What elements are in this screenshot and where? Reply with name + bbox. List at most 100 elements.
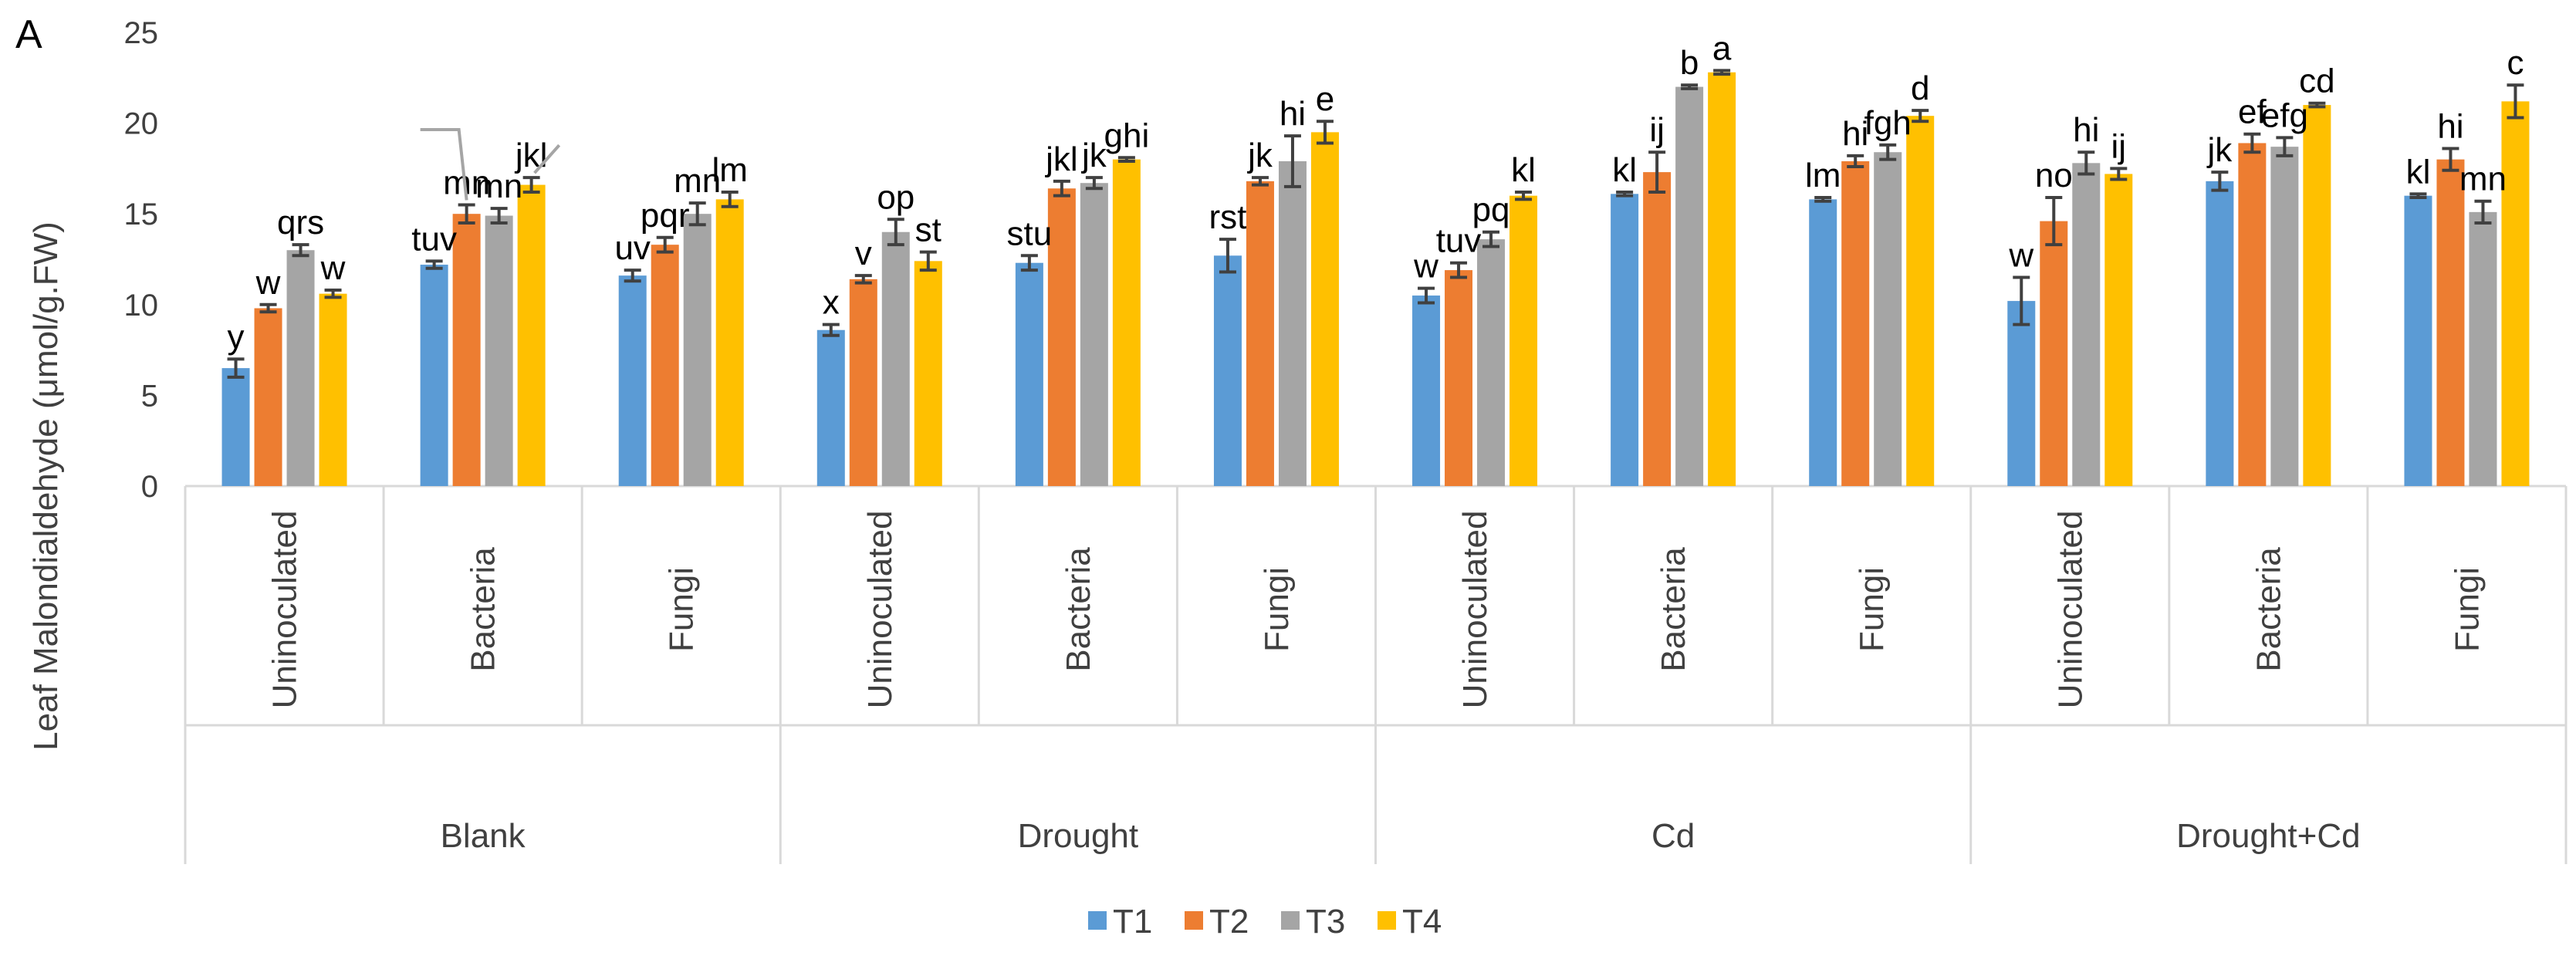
significance-letter: pqr (641, 197, 690, 235)
bar-t1 (2404, 195, 2432, 486)
subgroup-label: Uninoculated (861, 511, 899, 709)
significance-letter: d (1911, 69, 1929, 107)
bar-t2 (849, 279, 877, 486)
significance-letter: kl (1612, 151, 1637, 189)
bar-t4 (1112, 159, 1141, 486)
legend-swatch-t1 (1088, 911, 1107, 930)
significance-letter: e (1316, 80, 1334, 118)
bar-t1 (420, 265, 448, 486)
significance-letter: lm (712, 151, 747, 189)
significance-letter: kl (2406, 153, 2431, 191)
y-tick-label: 10 (124, 289, 159, 323)
group-label: Drought (1018, 817, 1139, 855)
bar-t4 (517, 184, 546, 486)
y-tick-label: 0 (141, 470, 158, 504)
significance-letter: ij (1649, 111, 1665, 149)
subgroup-label: Bacteria (1060, 547, 1097, 672)
significance-letter: stu (1007, 214, 1053, 252)
leader-line (533, 144, 561, 174)
group-label: Blank (441, 817, 526, 855)
bar-t4 (715, 199, 744, 486)
y-axis-ticks: 0 5 10 15 20 25 (124, 16, 159, 504)
bar-t4 (1509, 195, 1538, 486)
group-label: Cd (1651, 817, 1695, 855)
legend-swatch-t4 (1378, 911, 1396, 930)
bar-t3 (2072, 163, 2101, 486)
bar-t2 (2238, 143, 2267, 487)
bar-t4 (1708, 72, 1736, 486)
bar-t1 (2007, 301, 2036, 486)
significance-letter: mn (674, 162, 721, 200)
significance-letter: x (823, 284, 840, 322)
significance-letter: cd (2299, 62, 2334, 100)
significance-letter: efg (2261, 96, 2308, 134)
significance-letter: hi (1280, 95, 1306, 133)
bar-t4 (1906, 116, 1935, 486)
bar-t3 (2469, 211, 2497, 486)
bar-t3 (1080, 183, 1108, 486)
significance-letter: w (255, 264, 281, 302)
legend-label: T3 (1306, 903, 1345, 941)
significance-letter: rst (1209, 198, 1247, 236)
subgroup-label: Fungi (1258, 567, 1296, 652)
significance-letter: pq (1472, 191, 1510, 229)
significance-letter: hi (2437, 108, 2463, 146)
legend-label: T1 (1113, 903, 1152, 941)
significance-letter: mn (475, 167, 522, 205)
significance-letter: mn (2459, 160, 2507, 198)
y-tick-label: 15 (124, 198, 159, 231)
panel-label: A (15, 12, 42, 57)
significance-letter: jk (1246, 137, 1273, 174)
bar-t4 (1310, 132, 1339, 487)
significance-letter: qrs (277, 204, 324, 241)
bar-t4 (319, 293, 347, 486)
subgroup-label: Uninoculated (2051, 511, 2089, 709)
bar-t1 (1809, 199, 1837, 486)
bar-t2 (651, 245, 679, 486)
y-axis-title: Leaf Malondialdehyde (μmol/g.FW) (27, 221, 65, 751)
bar-t1 (1213, 255, 1242, 486)
significance-letter: jkl (514, 137, 548, 174)
significance-letter: tuv (1436, 222, 1482, 260)
significance-letter: no (2035, 157, 2073, 194)
axes (184, 485, 2568, 864)
subgroup-label: Uninoculated (1456, 511, 1494, 709)
bars (221, 72, 2530, 487)
leader-line (420, 128, 468, 201)
subgroup-label: Fungi (663, 567, 701, 652)
significance-letter: b (1680, 44, 1699, 82)
bar-t2 (254, 308, 282, 486)
significance-letter: w (2008, 237, 2033, 275)
significance-letter: jk (1080, 137, 1107, 174)
significance-letter: kl (1511, 151, 1536, 189)
significance-letter: tuv (411, 220, 457, 258)
significance-letter: uv (614, 229, 650, 267)
significance-letter: a (1712, 29, 1732, 67)
label-leader-lines (420, 128, 561, 201)
significance-letter: jkl (1044, 140, 1078, 178)
bar-t3 (683, 214, 712, 486)
significance-letter: ef (2238, 93, 2267, 131)
bar-t3 (485, 215, 513, 486)
legend-swatch-t2 (1185, 911, 1203, 930)
significance-letter: ghi (1104, 117, 1150, 154)
group-label: Drought+Cd (2176, 817, 2360, 855)
bar-t2 (452, 214, 481, 486)
bar-t2 (1047, 188, 1076, 486)
legend-label: T4 (1402, 903, 1442, 941)
bar-t3 (1675, 86, 1704, 486)
bar-t1 (1015, 262, 1043, 486)
bar-t2 (1445, 270, 1473, 486)
bar-t1 (221, 368, 250, 486)
y-tick-label: 20 (124, 107, 159, 141)
significance-letter: jk (2206, 131, 2233, 169)
significance-letter: c (2507, 44, 2524, 82)
subgroup-label: Bacteria (465, 547, 502, 672)
significance-letter: y (228, 318, 245, 356)
y-tick-label: 25 (124, 16, 159, 50)
significance-letter: w (1413, 248, 1438, 285)
subgroup-label: Fungi (1853, 567, 1891, 652)
bar-t1 (1412, 296, 1441, 486)
significance-letter: op (877, 178, 914, 216)
